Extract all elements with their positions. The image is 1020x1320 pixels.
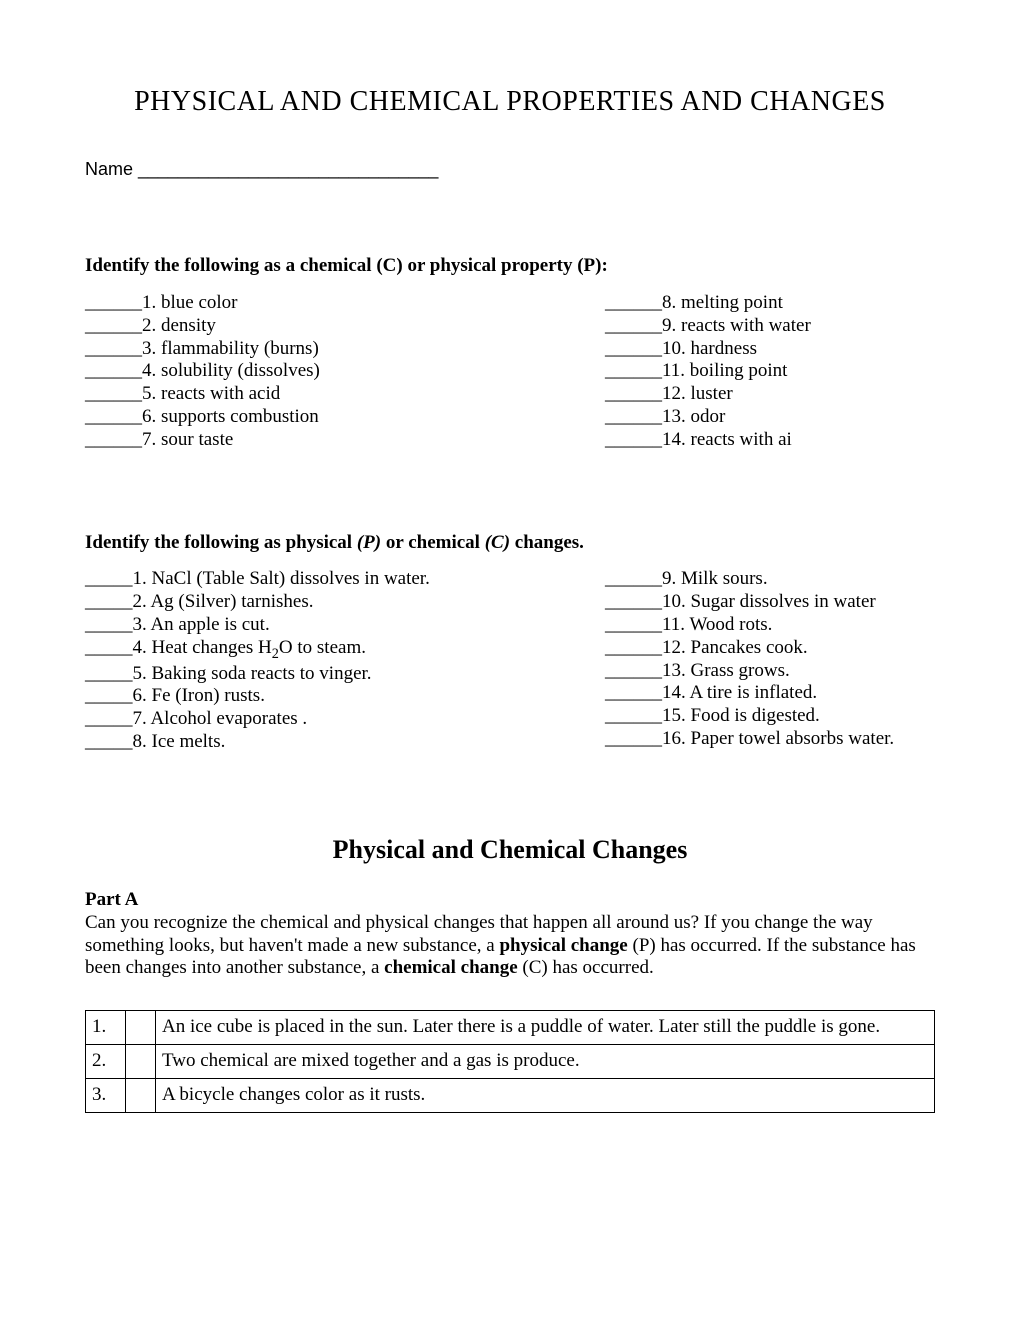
table-row: 2. Two chemical are mixed together and a…: [86, 1045, 935, 1079]
section2-heading: Identify the following as physical (P) o…: [85, 532, 935, 555]
section1-right-col: ______8. melting point ______9. reacts w…: [605, 292, 935, 452]
heading-text: or chemical: [381, 532, 485, 553]
list-item: ______14. A tire is inflated.: [605, 682, 935, 705]
list-item: ______9. reacts with water: [605, 315, 935, 338]
answer-cell[interactable]: [126, 1011, 156, 1045]
list-item: _____3. An apple is cut.: [85, 614, 605, 637]
list-item: _____6. Fe (Iron) rusts.: [85, 685, 605, 708]
row-description: An ice cube is placed in the sun. Later …: [156, 1011, 935, 1045]
list-item: ______12. luster: [605, 383, 935, 406]
heading-text: Identify the following as physical: [85, 532, 357, 553]
list-item: _____7. Alcohol evaporates .: [85, 708, 605, 731]
list-item: ______6. supports combustion: [85, 406, 605, 429]
list-item: ______10. Sugar dissolves in water: [605, 591, 935, 614]
list-item: ______14. reacts with ai: [605, 429, 935, 452]
list-item: ______15. Food is digested.: [605, 705, 935, 728]
part-a-intro: Part A Can you recognize the chemical an…: [85, 889, 935, 980]
row-number: 2.: [86, 1045, 126, 1079]
list-item: ______13. odor: [605, 406, 935, 429]
answer-cell[interactable]: [126, 1045, 156, 1079]
list-item: ______11. Wood rots.: [605, 614, 935, 637]
list-item: ______2. density: [85, 315, 605, 338]
section1-left-col: ______1. blue color ______2. density ___…: [85, 292, 605, 452]
table-row: 1. An ice cube is placed in the sun. Lat…: [86, 1011, 935, 1045]
section2-columns: _____1. NaCl (Table Salt) dissolves in w…: [85, 568, 935, 753]
section-subtitle: Physical and Chemical Changes: [85, 834, 935, 865]
list-item: ______1. blue color: [85, 292, 605, 315]
table-row: 3. A bicycle changes color as it rusts.: [86, 1078, 935, 1112]
list-item: ______7. sour taste: [85, 429, 605, 452]
intro-text: (C) has occurred.: [518, 957, 654, 978]
list-item: ______5. reacts with acid: [85, 383, 605, 406]
page-title: PHYSICAL AND CHEMICAL PROPERTIES AND CHA…: [85, 85, 935, 119]
row-description: A bicycle changes color as it rusts.: [156, 1078, 935, 1112]
list-item: ______9. Milk sours.: [605, 568, 935, 591]
row-number: 3.: [86, 1078, 126, 1112]
list-item: ______16. Paper towel absorbs water.: [605, 728, 935, 751]
intro-bold: chemical change: [384, 957, 518, 978]
answer-cell[interactable]: [126, 1078, 156, 1112]
changes-table: 1. An ice cube is placed in the sun. Lat…: [85, 1010, 935, 1112]
row-number: 1.: [86, 1011, 126, 1045]
list-item: ______4. solubility (dissolves): [85, 360, 605, 383]
list-item: ______13. Grass grows.: [605, 660, 935, 683]
heading-italic-p: (P): [357, 532, 381, 553]
list-item: ______10. hardness: [605, 338, 935, 361]
list-item: ______3. flammability (burns): [85, 338, 605, 361]
section1-heading: Identify the following as a chemical (C)…: [85, 255, 935, 278]
section2-right-col: ______9. Milk sours. ______10. Sugar dis…: [605, 568, 935, 753]
list-item: ______11. boiling point: [605, 360, 935, 383]
list-item: _____4. Heat changes H2O to steam.: [85, 637, 605, 663]
heading-text: changes.: [510, 532, 584, 553]
part-a-label: Part A: [85, 889, 138, 910]
name-field-label: Name ______________________________: [85, 159, 935, 181]
list-item: ______12. Pancakes cook.: [605, 637, 935, 660]
list-item: ______8. melting point: [605, 292, 935, 315]
list-item: _____1. NaCl (Table Salt) dissolves in w…: [85, 568, 605, 591]
list-item: _____5. Baking soda reacts to vinger.: [85, 663, 605, 686]
list-item: _____8. Ice melts.: [85, 731, 605, 754]
row-description: Two chemical are mixed together and a ga…: [156, 1045, 935, 1079]
section2-left-col: _____1. NaCl (Table Salt) dissolves in w…: [85, 568, 605, 753]
section1-columns: ______1. blue color ______2. density ___…: [85, 292, 935, 452]
heading-italic-c: (C): [485, 532, 510, 553]
list-item: _____2. Ag (Silver) tarnishes.: [85, 591, 605, 614]
intro-bold: physical change: [499, 935, 627, 956]
